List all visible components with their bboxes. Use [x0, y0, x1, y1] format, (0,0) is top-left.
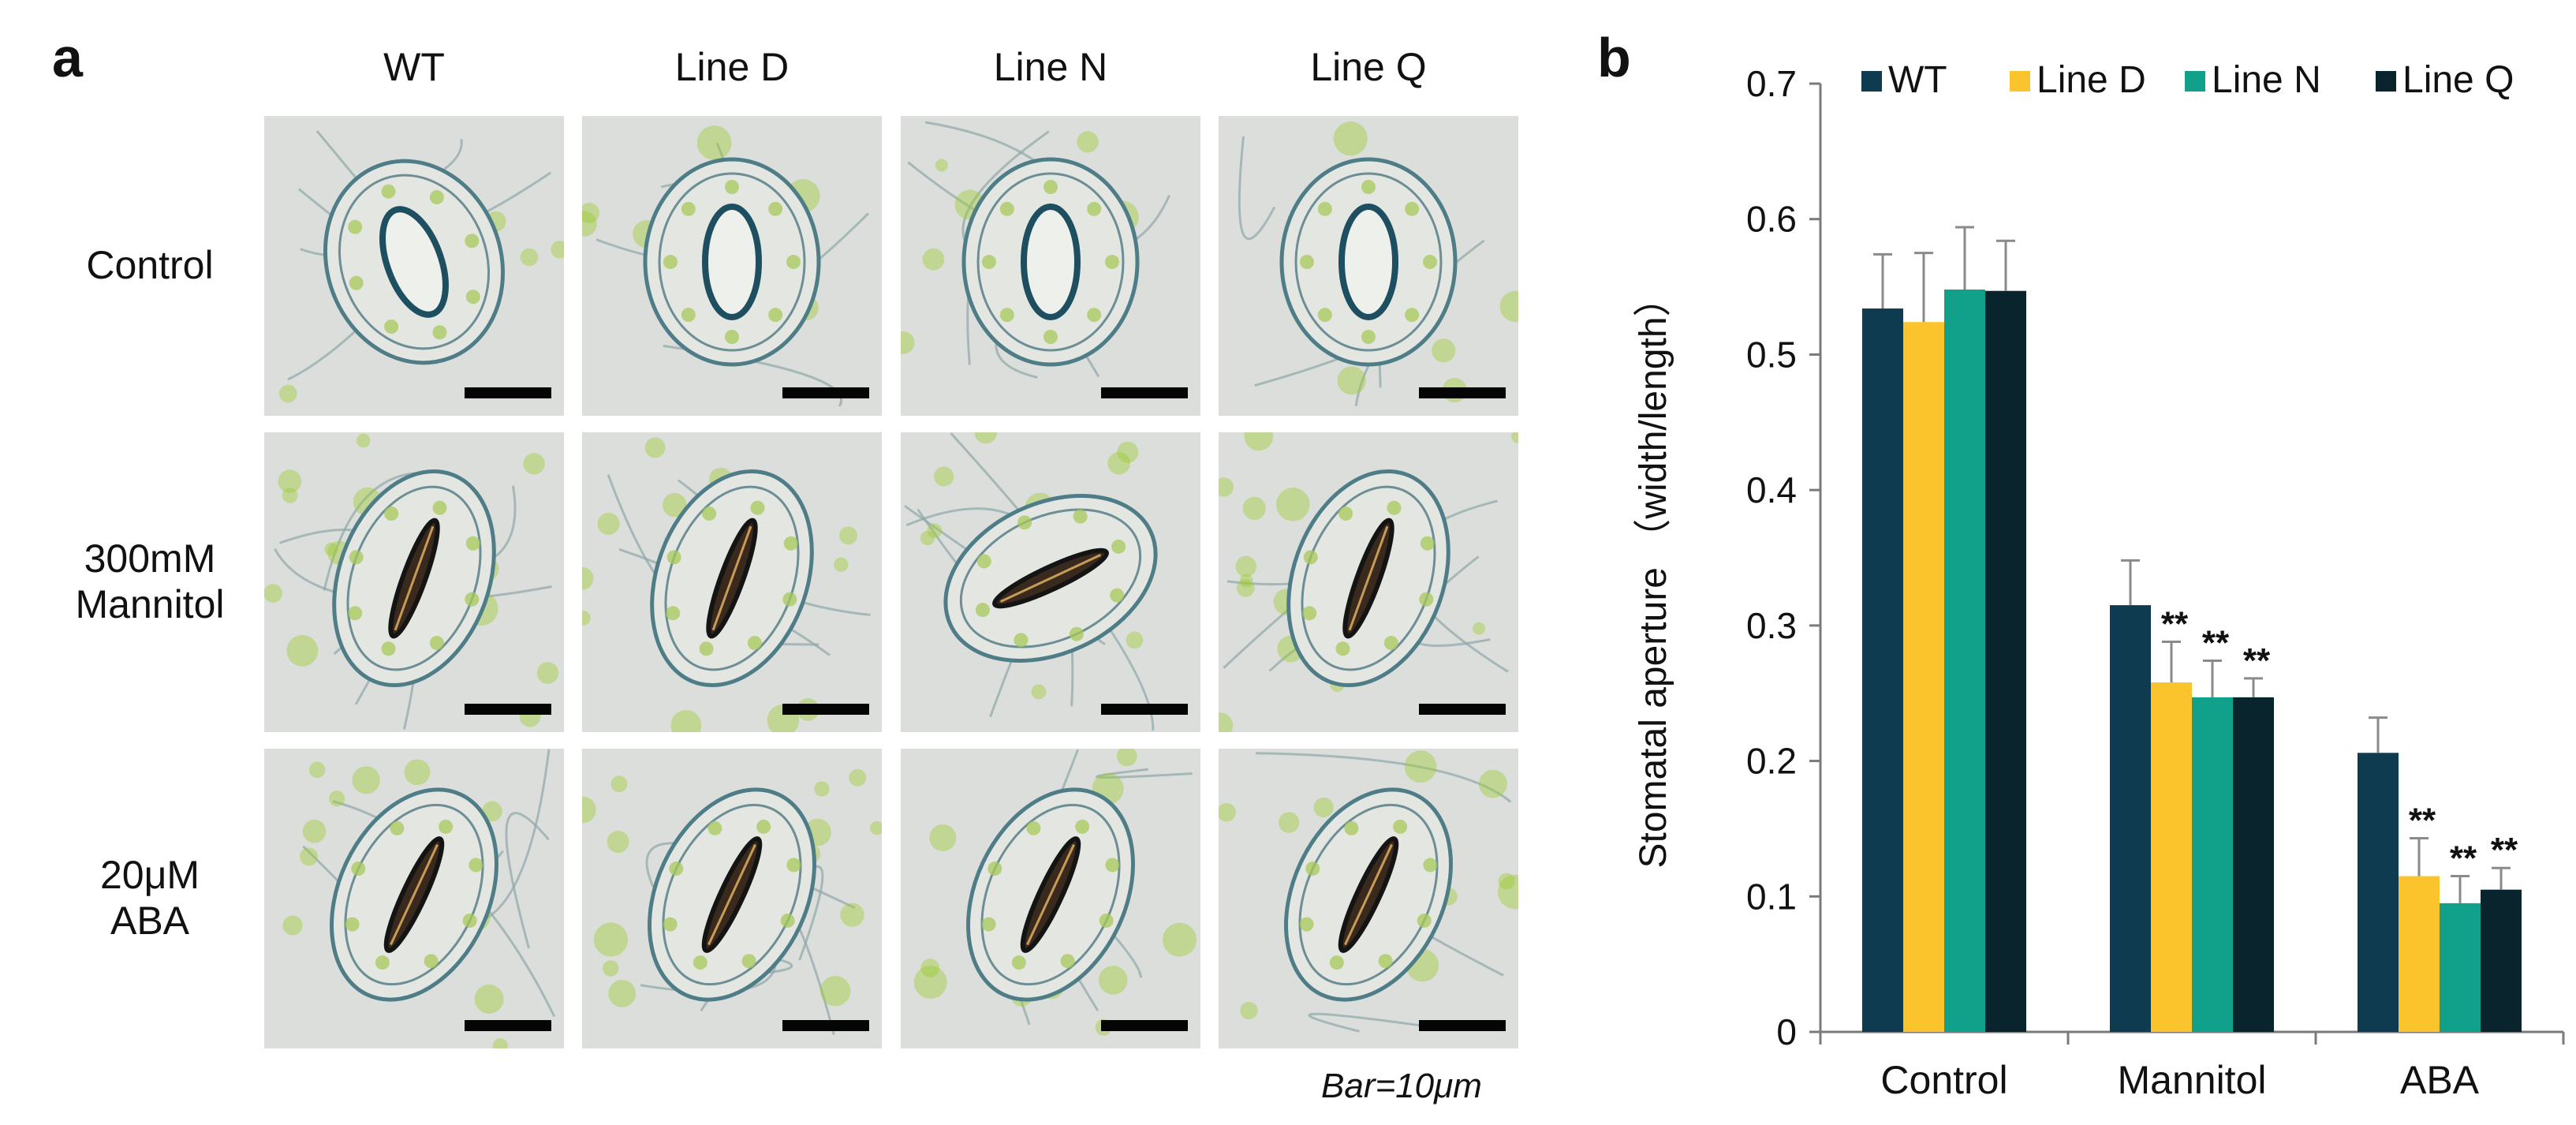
legend-swatch: [2185, 71, 2205, 92]
y-tick-label: 0.7: [1746, 63, 1797, 104]
legend-label: WT: [1888, 59, 1947, 101]
legend-swatch: [2376, 71, 2396, 92]
bar-line-n: [2440, 903, 2481, 1032]
significance-marker: **: [2409, 801, 2436, 839]
scale-bar: [465, 1020, 551, 1031]
y-axis-label: Stomatal aperture （width/length）: [1633, 278, 1674, 868]
stomata-micrograph: [1219, 116, 1518, 416]
significance-marker: **: [2491, 831, 2518, 869]
significance-marker: **: [2161, 604, 2189, 643]
stomata-micrograph: [582, 749, 882, 1048]
legend-label: Line Q: [2402, 59, 2514, 101]
scale-bar: [1419, 1020, 1506, 1031]
stomata-micrograph: [264, 432, 564, 732]
scale-bar: [782, 704, 869, 715]
bar-line-q: [2233, 697, 2274, 1032]
y-tick-label: 0.2: [1746, 741, 1797, 782]
scale-bar: [1101, 387, 1188, 398]
row-header-line: Control: [86, 243, 214, 287]
row-header-line: Mannitol: [75, 581, 225, 626]
significance-marker: **: [2202, 624, 2230, 663]
y-tick-label: 0.3: [1746, 605, 1797, 646]
scale-bar: [782, 387, 869, 398]
stomata-micrograph: [901, 432, 1200, 732]
stomata-micrograph: [1219, 749, 1518, 1048]
scale-bar: [1101, 1020, 1188, 1031]
stomata-micrograph: [582, 432, 882, 732]
legend-label: Line N: [2212, 59, 2321, 101]
scale-bar: [1101, 704, 1188, 715]
scale-bar: [782, 1020, 869, 1031]
column-header: WT: [383, 45, 445, 89]
row-header-line: ABA: [110, 898, 190, 943]
row-header: Control: [32, 243, 268, 289]
y-tick-label: 0: [1776, 1011, 1797, 1052]
scale-bar: [465, 704, 551, 715]
bar-line-n: [1944, 290, 1985, 1032]
panel-b-letter: b: [1597, 27, 1631, 88]
column-header: Line Q: [1310, 45, 1427, 89]
stomata-micrograph: [264, 749, 564, 1048]
y-tick-label: 0.1: [1746, 876, 1797, 917]
significance-marker: **: [2450, 839, 2477, 878]
x-category-label: ABA: [2400, 1058, 2480, 1102]
y-tick-label: 0.6: [1746, 199, 1797, 240]
column-header: Line D: [674, 45, 790, 89]
row-header: 20μM ABA: [32, 853, 268, 944]
column-header: Line N: [993, 45, 1108, 89]
x-category-label: Mannitol: [2118, 1058, 2267, 1102]
row-header-line: 300mM: [84, 536, 216, 581]
legend-label: Line D: [2037, 59, 2146, 101]
significance-marker: **: [2243, 641, 2271, 680]
stomata-micrograph: [264, 116, 564, 416]
y-tick-label: 0.4: [1746, 469, 1797, 510]
bar-wt: [2358, 753, 2399, 1032]
bar-line-q: [1985, 290, 2026, 1032]
stomata-micrograph: [901, 116, 1200, 416]
row-header-line: 20μM: [99, 853, 200, 897]
bar-line-n: [2192, 697, 2233, 1032]
y-tick-label: 0.5: [1746, 334, 1797, 375]
stomata-micrograph: [582, 116, 882, 416]
scale-bar: [1419, 704, 1506, 715]
bar-wt: [2110, 605, 2151, 1032]
panel-a-letter: a: [52, 27, 83, 88]
bar-wt: [1862, 308, 1903, 1032]
bar-line-d: [2151, 682, 2192, 1032]
x-category-label: Control: [1880, 1058, 2007, 1102]
stomata-micrograph: [901, 749, 1200, 1048]
scale-bar: [1419, 387, 1506, 398]
scale-bar: [465, 387, 551, 398]
scale-bar-note: Bar=10μm: [1321, 1067, 1482, 1105]
legend-swatch: [2010, 71, 2030, 92]
stomata-micrograph: [1219, 432, 1518, 732]
row-header: 300mM Mannitol: [32, 536, 268, 627]
stomatal-aperture-chart: 0 0.1 0.2 0.3 0.4 0.5 0.6 0.7 Control ** ** ** Manni…: [1625, 16, 2571, 1120]
legend-swatch: [1861, 71, 1882, 92]
bar-line-d: [1903, 322, 1944, 1032]
bar-line-d: [2399, 876, 2440, 1032]
bar-line-q: [2481, 889, 2522, 1032]
